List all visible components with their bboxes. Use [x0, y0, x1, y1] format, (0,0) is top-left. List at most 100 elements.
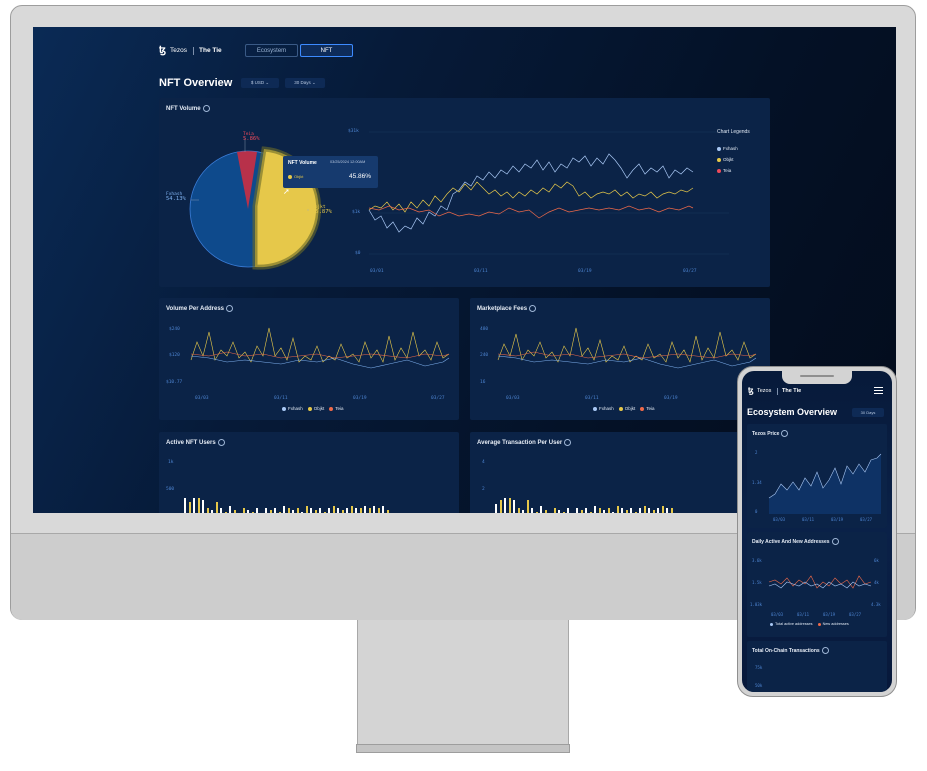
info-icon[interactable]: [831, 538, 839, 545]
chart-legend: Total active addresses New addresses: [765, 622, 849, 626]
tooltip-date: 03/25/2024 12:00AM: [330, 160, 366, 164]
addresses-chart: [768, 575, 872, 589]
mobile-page-title: Ecosystem Overview: [747, 407, 838, 417]
y-tick: $31k: [348, 129, 359, 134]
info-icon[interactable]: [217, 439, 225, 446]
tezos-logo-icon: ꜩ: [159, 45, 167, 56]
panel-title: Volume Per Address: [166, 305, 234, 312]
x-tick: 03/03: [771, 612, 784, 617]
y-tick: 2: [755, 450, 758, 455]
y-tick: 1k: [168, 460, 174, 465]
panel-title: Total On-Chain Transactions: [752, 647, 829, 654]
tab-ecosystem[interactable]: Ecosystem: [245, 44, 298, 57]
y-tick: $240: [169, 327, 180, 332]
y-tick: 16: [480, 380, 486, 385]
currency-select[interactable]: $ USD ⌄: [241, 78, 279, 88]
phone-notch: [782, 371, 852, 384]
page-title: NFT Overview: [159, 77, 233, 89]
monitor-stand-base: [356, 744, 570, 753]
volume-per-address-panel: Volume Per Address $240 $120 $10.77 03/0…: [159, 298, 459, 420]
x-tick: 03/27: [860, 517, 873, 522]
cursor-icon: ➚: [283, 187, 290, 196]
monitor-stand: [357, 620, 569, 752]
mobile-range-select[interactable]: 30 Days: [852, 408, 884, 417]
panel-title: Average Transaction Per User: [477, 439, 572, 446]
info-icon[interactable]: [226, 305, 234, 312]
pie-slice-teia: [237, 151, 257, 209]
mobile-screen: ꜩ Tezos The Tie Ecosystem Overview 30 Da…: [742, 371, 892, 692]
y-tick: 480: [480, 327, 489, 332]
x-tick: 03/11: [797, 612, 810, 617]
x-tick: 03/03: [506, 396, 520, 401]
volume-per-address-chart: [190, 327, 450, 369]
brand-the-tie: The Tie: [199, 47, 222, 54]
legend-item-objkt[interactable]: Objkt: [712, 157, 734, 162]
x-tick: 03/11: [474, 269, 488, 274]
info-icon[interactable]: [202, 105, 210, 112]
tezos-price-chart: [768, 453, 882, 514]
y-tick: 0: [755, 509, 758, 514]
y-tick-right: 4k: [874, 580, 879, 585]
x-tick: 03/01: [370, 269, 384, 274]
range-value: 30 Days: [294, 80, 311, 85]
y-tick: 4: [482, 460, 485, 465]
legend-title: Chart Legends: [717, 129, 750, 135]
panel-title: Tezos Price: [752, 430, 789, 437]
marketplace-fees-chart: [497, 327, 757, 369]
series-objkt: [368, 181, 694, 213]
chart-tooltip: NFT Volume 03/25/2024 12:00AM Objkt 45.8…: [283, 156, 378, 188]
tab-nft[interactable]: NFT: [300, 44, 353, 57]
series-fxhash: [368, 153, 694, 233]
tezos-logo-icon: ꜩ: [748, 386, 754, 395]
nft-volume-panel: NFT Volume Teia 5.86% Fxhash 54.13% Objkt 4…: [159, 98, 770, 287]
y-tick: $0: [355, 251, 361, 256]
info-icon[interactable]: [781, 430, 789, 437]
y-tick: 1.03k: [750, 602, 763, 607]
y-tick: $1k: [352, 210, 361, 215]
y-tick-right: 4.3k: [871, 602, 881, 607]
x-tick: 03/19: [664, 396, 678, 401]
chart-legend: Fxhash Objkt Teia: [277, 406, 344, 411]
avg-tx-bars: [495, 490, 765, 513]
pie-label-fxhash: Fxhash 54.13%: [166, 192, 186, 202]
pie-label-objkt: Objkt 45.87%: [312, 205, 332, 215]
y-tick: 240: [480, 353, 489, 358]
mobile-brand-the-tie: The Tie: [782, 388, 802, 394]
info-icon[interactable]: [529, 305, 537, 312]
x-tick: 03/27: [431, 396, 445, 401]
active-nft-users-panel: Active NFT Users 1k 500: [159, 432, 459, 513]
transactions-panel: Total On-Chain Transactions 75k 50k: [747, 641, 887, 692]
y-tick-right: 6k: [874, 558, 879, 563]
x-tick: 03/03: [773, 517, 786, 522]
pie-label-teia: Teia 5.86%: [243, 132, 260, 142]
hamburger-menu-icon[interactable]: [874, 387, 883, 394]
chart-legend: Fxhash Objkt Teia: [588, 406, 655, 411]
y-tick: 50k: [755, 683, 763, 688]
series-teia: [368, 205, 694, 219]
y-tick: $10.77: [166, 380, 183, 385]
panel-title: NFT Volume: [166, 105, 210, 112]
range-select[interactable]: 30 Days ⌄: [285, 78, 325, 88]
marketplace-fees-panel: Marketplace Fees 480 240 16 03/03 03/11 …: [470, 298, 770, 420]
x-tick: 03/19: [831, 517, 844, 522]
avg-transaction-panel: Average Transaction Per User 4 2: [470, 432, 770, 513]
chevron-down-icon: ⌄: [265, 80, 270, 85]
info-icon[interactable]: [564, 439, 572, 446]
currency-value: $ USD: [250, 80, 265, 85]
y-tick: 500: [166, 487, 175, 492]
legend-item-teia[interactable]: Teia: [712, 168, 731, 173]
y-tick: 3.6k: [752, 558, 762, 563]
brand-divider: [777, 388, 778, 395]
panel-title: Marketplace Fees: [477, 305, 537, 312]
y-tick: $120: [169, 353, 180, 358]
x-tick: 03/19: [353, 396, 367, 401]
panel-title: Active NFT Users: [166, 439, 225, 446]
tooltip-series: Objkt: [288, 174, 303, 179]
tooltip-title: NFT Volume: [288, 160, 317, 166]
legend-item-fxhash[interactable]: Fxhash: [712, 146, 738, 151]
brand-divider: [193, 47, 194, 55]
mobile-brand-tezos: Tezos: [757, 388, 772, 394]
tooltip-value: 45.86%: [349, 173, 372, 180]
info-icon[interactable]: [821, 647, 829, 654]
addresses-panel: Daily Active And New Addresses 3.6k 1.5k…: [747, 532, 887, 637]
